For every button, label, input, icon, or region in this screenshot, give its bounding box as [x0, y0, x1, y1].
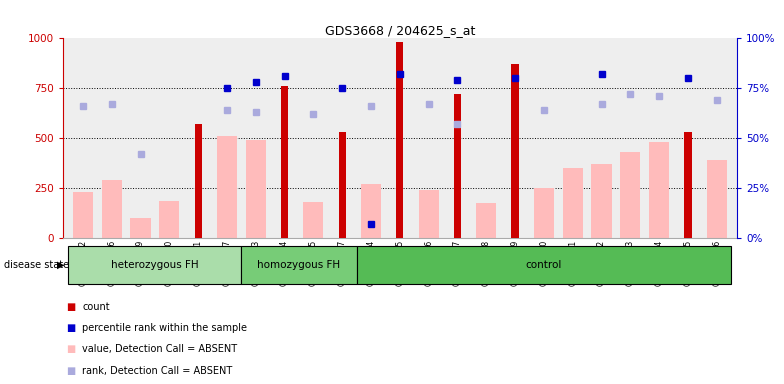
Bar — [511, 65, 519, 238]
Text: ■: ■ — [66, 344, 75, 354]
Text: ■: ■ — [66, 366, 75, 376]
Bar — [454, 94, 461, 238]
Bar — [534, 188, 554, 238]
Bar — [130, 218, 151, 238]
Bar — [217, 136, 237, 238]
Bar — [159, 201, 180, 238]
Bar — [303, 202, 324, 238]
Bar — [281, 86, 289, 238]
Text: ▶: ▶ — [57, 260, 65, 270]
Bar — [339, 132, 346, 238]
Bar — [102, 180, 122, 238]
Bar — [419, 190, 439, 238]
Text: percentile rank within the sample: percentile rank within the sample — [82, 323, 247, 333]
Text: rank, Detection Call = ABSENT: rank, Detection Call = ABSENT — [82, 366, 233, 376]
Text: ■: ■ — [66, 302, 75, 312]
Bar — [684, 132, 691, 238]
Title: GDS3668 / 204625_s_at: GDS3668 / 204625_s_at — [325, 24, 475, 37]
Bar — [706, 160, 727, 238]
Bar — [357, 246, 731, 284]
Text: ■: ■ — [66, 323, 75, 333]
Bar — [649, 142, 670, 238]
Text: disease state: disease state — [4, 260, 69, 270]
Text: heterozygous FH: heterozygous FH — [111, 260, 198, 270]
Bar — [591, 164, 612, 238]
Bar — [73, 192, 93, 238]
Bar — [68, 246, 241, 284]
Text: value, Detection Call = ABSENT: value, Detection Call = ABSENT — [82, 344, 238, 354]
Bar — [563, 168, 583, 238]
Bar — [241, 246, 357, 284]
Text: control: control — [526, 260, 562, 270]
Bar — [194, 124, 201, 238]
Bar — [361, 184, 381, 238]
Text: homozygous FH: homozygous FH — [257, 260, 340, 270]
Bar — [396, 42, 404, 238]
Bar — [476, 203, 496, 238]
Text: count: count — [82, 302, 110, 312]
Bar — [245, 140, 266, 238]
Bar — [620, 152, 641, 238]
